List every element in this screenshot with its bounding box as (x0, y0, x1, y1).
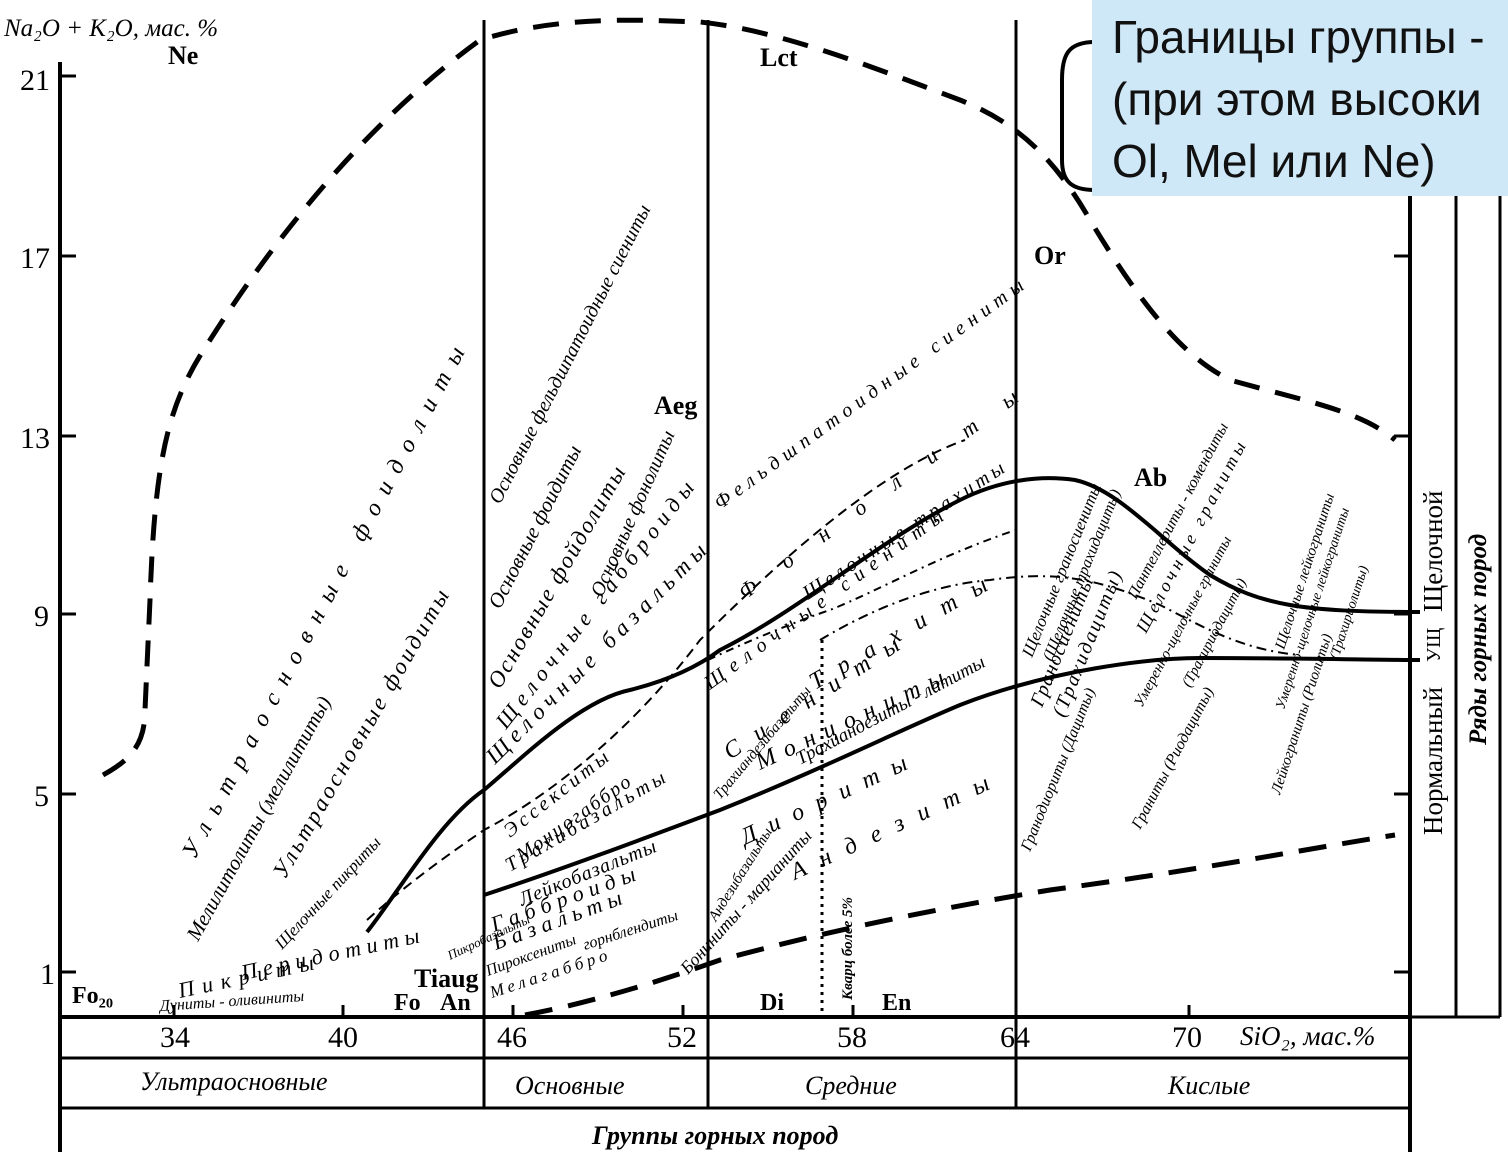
x-tick-label-64: 64 (1000, 1021, 1030, 1054)
callout-line-3: Ol, Mel или Ne) (1112, 130, 1508, 192)
y-tick-label-9: 9 (34, 600, 49, 633)
x-axis-label: SiO₂, мас.% (1240, 1021, 1375, 1051)
x-tick-label-58: 58 (837, 1021, 867, 1054)
x-tick-label-70: 70 (1172, 1021, 1202, 1054)
mineral-aeg: Aeg (654, 391, 697, 420)
series-normal-label: Нормальный (1418, 687, 1448, 835)
y-tick-label-17: 17 (20, 242, 50, 275)
y-tick-label-21: 21 (20, 64, 50, 97)
series-alkaline-label: Щелочной (1418, 491, 1448, 612)
callout-line-2: (при этом высоки (1112, 68, 1508, 130)
mineral-fo: Fo (394, 990, 421, 1016)
series-caption: Ряды горных пород (1465, 534, 1492, 746)
mineral-fo20: Fo₂₀ (72, 983, 113, 1009)
mineral-lct: Lct (760, 43, 798, 72)
y-tick-label-13: 13 (20, 422, 50, 455)
mineral-tiaug: Tiaug (414, 964, 479, 993)
mineral-en: En (882, 990, 911, 1016)
callout-box: Границы группы - (при этом высоки Ol, Me… (1092, 0, 1508, 196)
group-intermediate: Средние (805, 1071, 897, 1100)
mineral-di: Di (760, 990, 784, 1016)
y-tick-label-1: 1 (40, 958, 55, 991)
x-tick-label-34: 34 (160, 1021, 190, 1054)
callout-line-1: Границы группы - (1112, 6, 1508, 68)
group-ultrabasic: Ультраосновные (140, 1067, 328, 1096)
groups-caption: Группы горных пород (591, 1121, 838, 1150)
x-tick-label-52: 52 (667, 1021, 697, 1054)
mineral-an: An (440, 990, 471, 1016)
mineral-ab: Ab (1134, 463, 1167, 492)
group-acid: Кислые (1167, 1071, 1250, 1100)
y-axis-label: Na₂O + K₂O, мас. % (3, 15, 218, 42)
rock-quartz: Кварц более 5% (840, 897, 856, 1001)
series-ush-label: УЩ (1423, 628, 1445, 662)
x-tick-label-46: 46 (497, 1021, 527, 1054)
x-tick-label-40: 40 (328, 1021, 358, 1054)
group-basic: Основные (515, 1071, 625, 1100)
rock-andesites: Андезиты (785, 764, 1008, 887)
mineral-or: Or (1034, 241, 1066, 270)
y-tick-label-5: 5 (34, 780, 49, 813)
mineral-ne: Ne (168, 41, 198, 70)
callout-bracket (1062, 42, 1095, 190)
